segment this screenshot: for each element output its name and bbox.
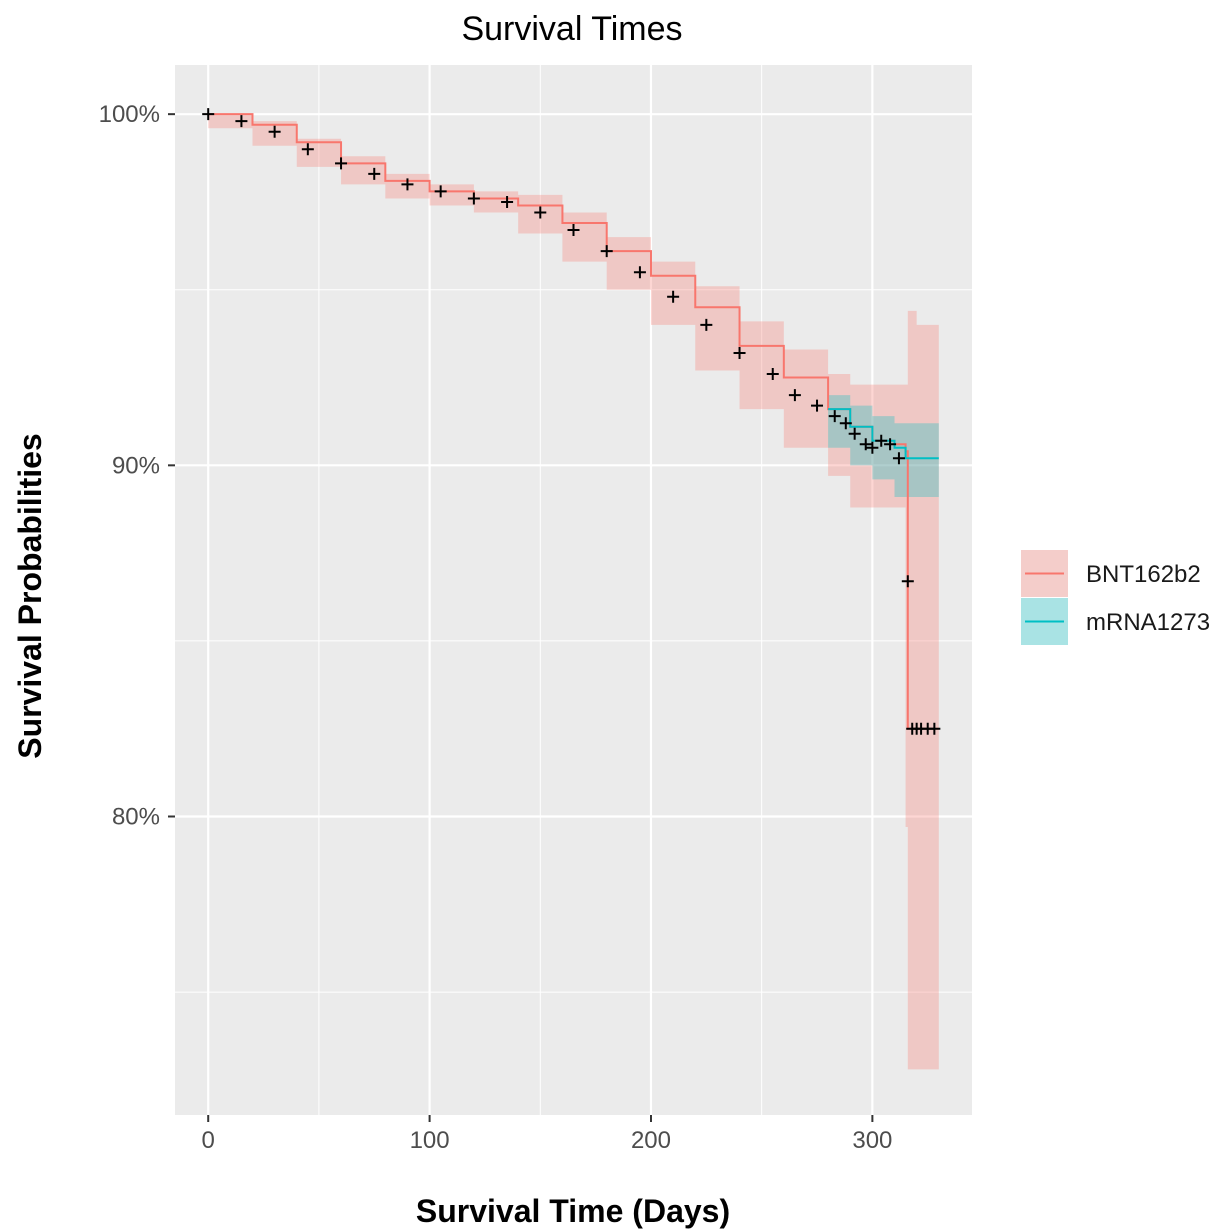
censor-mark bbox=[866, 441, 879, 454]
censor-marks bbox=[202, 108, 941, 735]
censor-mark bbox=[434, 185, 447, 198]
censor-mark bbox=[268, 125, 281, 138]
censor-mark bbox=[884, 438, 897, 451]
survival-curve-bnt162b2 bbox=[208, 113, 939, 730]
censor-mark bbox=[667, 290, 680, 303]
survival-curves bbox=[208, 113, 939, 730]
censor-mark bbox=[633, 266, 646, 279]
censor-mark bbox=[467, 192, 480, 205]
censor-mark bbox=[700, 318, 713, 331]
censor-mark bbox=[828, 410, 841, 423]
censor-mark bbox=[401, 178, 414, 191]
grid-lines bbox=[175, 65, 972, 1115]
censor-mark bbox=[501, 195, 514, 208]
x-tick-label: 0 bbox=[202, 1127, 215, 1154]
censor-mark bbox=[859, 438, 872, 451]
confidence-band-bnt162b2 bbox=[208, 114, 939, 1070]
legend-label-bnt162b2: BNT162b2 bbox=[1086, 561, 1201, 588]
y-tick-label: 100% bbox=[99, 101, 160, 128]
censor-mark bbox=[901, 575, 914, 588]
confidence-bands bbox=[208, 114, 939, 1070]
censor-mark bbox=[811, 399, 824, 412]
x-axis-title: Survival Time (Days) bbox=[416, 1193, 730, 1229]
x-axis: 0 100 200 300 bbox=[202, 1115, 892, 1154]
censor-mark bbox=[766, 368, 779, 381]
survival-curve-mrna1273 bbox=[828, 408, 939, 460]
censor-mark bbox=[235, 115, 248, 128]
legend-key-bnt162b2 bbox=[1021, 550, 1068, 597]
y-axis: 80% 90% 100% bbox=[99, 101, 175, 831]
y-axis-title: Survival Probabilities bbox=[12, 433, 48, 758]
censor-mark bbox=[335, 157, 348, 170]
plot-panel bbox=[175, 65, 972, 1115]
x-tick-label: 100 bbox=[410, 1127, 450, 1154]
y-tick-label: 80% bbox=[112, 804, 160, 831]
censor-mark bbox=[202, 108, 215, 121]
censor-mark bbox=[839, 417, 852, 430]
censor-mark bbox=[928, 722, 941, 735]
legend: BNT162b2 mRNA1273 bbox=[1021, 550, 1210, 645]
censor-mark bbox=[600, 245, 613, 258]
censor-mark bbox=[733, 346, 746, 359]
censor-mark bbox=[567, 224, 580, 237]
censor-mark bbox=[301, 143, 314, 156]
censor-mark bbox=[368, 167, 381, 180]
x-tick-label: 200 bbox=[631, 1127, 671, 1154]
censor-mark bbox=[875, 434, 888, 447]
x-tick-label: 300 bbox=[852, 1127, 892, 1154]
legend-key-mrna1273 bbox=[1021, 598, 1068, 645]
censor-mark bbox=[892, 452, 905, 465]
censor-mark bbox=[788, 389, 801, 402]
censor-mark bbox=[848, 427, 861, 440]
confidence-band-mrna1273 bbox=[828, 395, 939, 497]
legend-label-mrna1273: mRNA1273 bbox=[1086, 609, 1210, 636]
censor-mark bbox=[534, 206, 547, 219]
chart-title: Survival Times bbox=[461, 10, 682, 48]
y-tick-label: 90% bbox=[112, 452, 160, 479]
